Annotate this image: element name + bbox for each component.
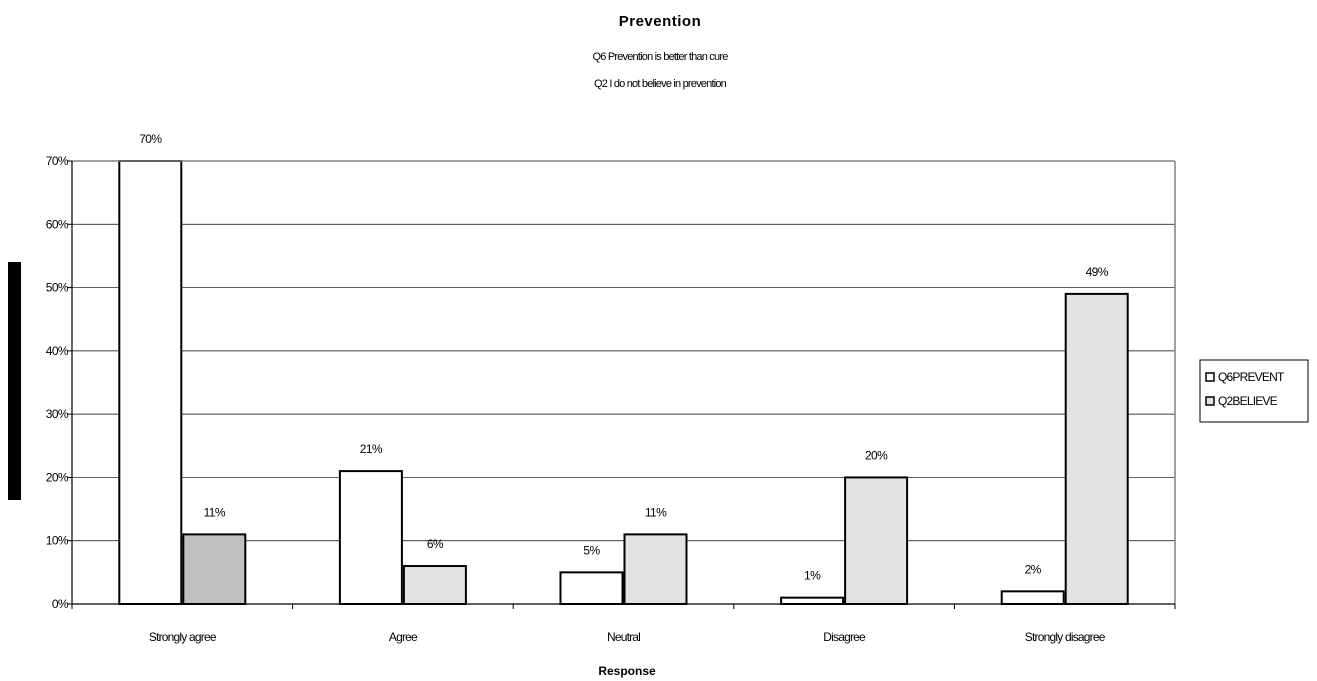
chart-title: Prevention <box>619 13 702 30</box>
axes <box>71 160 1176 609</box>
y-tick-label: 0% <box>52 597 69 611</box>
category-labels: Strongly agree Agree Neutral Disagree Strong… <box>149 630 1107 644</box>
legend-swatch-q2believe <box>1205 396 1215 406</box>
y-tick-label: 40% <box>46 344 69 358</box>
chart-subtitle-line-2: Q2 I do not believe in prevention <box>594 78 727 90</box>
y-tick-label: 60% <box>46 217 69 231</box>
legend-label-q2believe: Q2BELIEVE <box>1218 394 1278 408</box>
y-tick-label: 20% <box>46 470 69 484</box>
data-label-q2believe-0: 11% <box>204 505 226 519</box>
data-label-q6prevent-3: 1% <box>804 569 821 583</box>
data-label-q6prevent-4: 2% <box>1025 562 1042 576</box>
data-label-q6prevent-2: 5% <box>583 543 600 557</box>
y-tick-labels: 0% 10% 20% 30% 40% 50% 60% 70% <box>46 154 70 611</box>
ylabel-block <box>8 262 21 500</box>
bar-q2believe-2 <box>623 533 688 606</box>
category-label: Strongly agree <box>149 630 217 644</box>
category-label: Neutral <box>607 630 640 644</box>
legend-label-q6prevent: Q6PREVENT <box>1218 370 1285 384</box>
legend-swatch-q6prevent <box>1205 372 1215 382</box>
data-labels: 70% 11% 21% 6% 5% 11% 1% 20% 2% 49% <box>139 132 1109 583</box>
data-label-q6prevent-0: 70% <box>139 132 162 146</box>
x-axis-label: Response <box>598 664 656 678</box>
bar-q2believe-4 <box>1064 292 1129 605</box>
bar-q2believe-1 <box>402 565 467 605</box>
bar-q6prevent-2 <box>559 571 624 605</box>
bar-q2believe-0 <box>182 533 247 606</box>
category-label: Disagree <box>823 630 866 644</box>
category-label: Agree <box>389 630 418 644</box>
bar-q6prevent-1 <box>338 470 403 605</box>
bar-q6prevent-4 <box>1000 590 1065 605</box>
data-label-q2believe-2: 11% <box>645 505 667 519</box>
legend-box <box>1199 359 1309 423</box>
data-label-q2believe-1: 6% <box>427 537 444 551</box>
bar-q2believe-3 <box>844 476 909 605</box>
data-label-q2believe-4: 49% <box>1086 265 1109 279</box>
category-label: Strongly disagree <box>1025 630 1106 644</box>
bar-q6prevent-0 <box>118 160 183 605</box>
chart-subtitle-line-1: Q6 Prevention is better than cure <box>592 51 728 63</box>
bar-q6prevent-3 <box>780 596 845 606</box>
data-label-q6prevent-1: 21% <box>360 442 383 456</box>
legend: Q6PREVENT Q2BELIEVE <box>1199 359 1309 423</box>
bars <box>118 160 1129 606</box>
y-tick-label: 30% <box>46 407 69 421</box>
y-tick-label: 10% <box>46 534 69 548</box>
y-tick-label: 50% <box>46 281 69 295</box>
y-tick-label: 70% <box>46 154 69 168</box>
data-label-q2believe-3: 20% <box>865 448 888 462</box>
